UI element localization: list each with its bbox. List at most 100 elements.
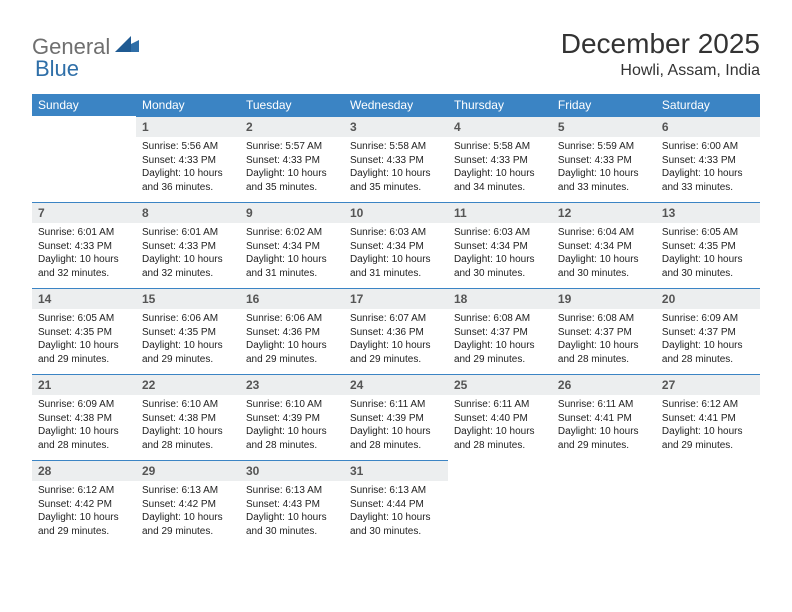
day-body: Sunrise: 6:09 AMSunset: 4:38 PMDaylight:…: [32, 395, 136, 460]
sunset-line: Sunset: 4:43 PM: [246, 498, 338, 512]
day-number: 24: [344, 375, 448, 395]
day-cell: 15Sunrise: 6:06 AMSunset: 4:35 PMDayligh…: [136, 288, 240, 374]
daylight-line: Daylight: 10 hours and 28 minutes.: [142, 425, 234, 452]
week-row: 28Sunrise: 6:12 AMSunset: 4:42 PMDayligh…: [32, 460, 760, 546]
daylight-line: Daylight: 10 hours and 33 minutes.: [558, 167, 650, 194]
sunset-line: Sunset: 4:42 PM: [38, 498, 130, 512]
sunrise-line: Sunrise: 6:13 AM: [350, 484, 442, 498]
sunrise-line: Sunrise: 6:08 AM: [558, 312, 650, 326]
daylight-line: Daylight: 10 hours and 31 minutes.: [246, 253, 338, 280]
day-number: 1: [136, 117, 240, 137]
sunrise-line: Sunrise: 6:06 AM: [246, 312, 338, 326]
day-cell: 22Sunrise: 6:10 AMSunset: 4:38 PMDayligh…: [136, 374, 240, 460]
daylight-line: Daylight: 10 hours and 29 minutes.: [38, 339, 130, 366]
sunset-line: Sunset: 4:37 PM: [454, 326, 546, 340]
day-cell: 2Sunrise: 5:57 AMSunset: 4:33 PMDaylight…: [240, 116, 344, 202]
sunset-line: Sunset: 4:33 PM: [246, 154, 338, 168]
day-cell: 6Sunrise: 6:00 AMSunset: 4:33 PMDaylight…: [656, 116, 760, 202]
day-body: Sunrise: 6:09 AMSunset: 4:37 PMDaylight:…: [656, 309, 760, 374]
sunrise-line: Sunrise: 6:10 AM: [246, 398, 338, 412]
day-cell-inner: 24 Sunrise: 6:11 AMSunset: 4:39 PMDayligh…: [344, 374, 448, 460]
sunset-line: Sunset: 4:34 PM: [350, 240, 442, 254]
day-cell: 27Sunrise: 6:12 AMSunset: 4:41 PMDayligh…: [656, 374, 760, 460]
daylight-line: Daylight: 10 hours and 30 minutes.: [350, 511, 442, 538]
day-number: 22: [136, 375, 240, 395]
day-body: Sunrise: 6:13 AMSunset: 4:42 PMDaylight:…: [136, 481, 240, 546]
day-cell: 31Sunrise: 6:13 AMSunset: 4:44 PMDayligh…: [344, 460, 448, 546]
day-body: Sunrise: 6:12 AMSunset: 4:41 PMDaylight:…: [656, 395, 760, 460]
sunset-line: Sunset: 4:40 PM: [454, 412, 546, 426]
sunrise-line: Sunrise: 6:09 AM: [662, 312, 754, 326]
sunrise-line: Sunrise: 6:04 AM: [558, 226, 650, 240]
day-cell-inner: 30Sunrise: 6:13 AMSunset: 4:43 PMDayligh…: [240, 460, 344, 546]
sunrise-line: Sunrise: 6:11 AM: [350, 398, 442, 412]
brand-text-blue: Blue: [35, 56, 79, 81]
daylight-line: Daylight: 10 hours and 28 minutes.: [662, 339, 754, 366]
day-number: 4: [448, 117, 552, 137]
day-cell-inner: 18Sunrise: 6:08 AMSunset: 4:37 PMDayligh…: [448, 288, 552, 374]
day-cell-inner: 7Sunrise: 6:01 AMSunset: 4:33 PMDaylight…: [32, 202, 136, 288]
day-number: 8: [136, 203, 240, 223]
sunset-line: Sunset: 4:39 PM: [350, 412, 442, 426]
location-text: Howli, Assam, India: [561, 62, 760, 80]
day-body: Sunrise: 6:02 AMSunset: 4:34 PMDaylight:…: [240, 223, 344, 288]
sunset-line: Sunset: 4:33 PM: [38, 240, 130, 254]
day-cell-inner: 31Sunrise: 6:13 AMSunset: 4:44 PMDayligh…: [344, 460, 448, 546]
day-body: Sunrise: 6:04 AMSunset: 4:34 PMDaylight:…: [552, 223, 656, 288]
day-number: 5: [552, 117, 656, 137]
day-body: Sunrise: 6:08 AMSunset: 4:37 PMDaylight:…: [552, 309, 656, 374]
day-number: 2: [240, 117, 344, 137]
daylight-line: Daylight: 10 hours and 29 minutes.: [454, 339, 546, 366]
sunset-line: Sunset: 4:35 PM: [38, 326, 130, 340]
month-title: December 2025: [561, 28, 760, 60]
day-body: Sunrise: 6:01 AMSunset: 4:33 PMDaylight:…: [136, 223, 240, 288]
daylight-line: Daylight: 10 hours and 28 minutes.: [246, 425, 338, 452]
day-number: 9: [240, 203, 344, 223]
day-number: 13: [656, 203, 760, 223]
daylight-line: Daylight: 10 hours and 28 minutes.: [454, 425, 546, 452]
day-body: Sunrise: 6:06 AMSunset: 4:35 PMDaylight:…: [136, 309, 240, 374]
day-cell: 23Sunrise: 6:10 AMSunset: 4:39 PMDayligh…: [240, 374, 344, 460]
header: General December 2025 Howli, Assam, Indi…: [32, 28, 760, 80]
sunset-line: Sunset: 4:37 PM: [558, 326, 650, 340]
day-number: 31: [344, 461, 448, 481]
daylight-line: Daylight: 10 hours and 30 minutes.: [558, 253, 650, 280]
day-cell-inner: 11Sunrise: 6:03 AMSunset: 4:34 PMDayligh…: [448, 202, 552, 288]
sunrise-line: Sunrise: 6:05 AM: [662, 226, 754, 240]
dayhead-saturday: Saturday: [656, 94, 760, 116]
sunrise-line: Sunrise: 6:06 AM: [142, 312, 234, 326]
day-body: Sunrise: 6:07 AMSunset: 4:36 PMDaylight:…: [344, 309, 448, 374]
sunset-line: Sunset: 4:33 PM: [662, 154, 754, 168]
sunset-line: Sunset: 4:34 PM: [246, 240, 338, 254]
sunset-line: Sunset: 4:41 PM: [558, 412, 650, 426]
daylight-line: Daylight: 10 hours and 28 minutes.: [350, 425, 442, 452]
day-body: Sunrise: 6:00 AMSunset: 4:33 PMDaylight:…: [656, 137, 760, 202]
day-cell: 26Sunrise: 6:11 AMSunset: 4:41 PMDayligh…: [552, 374, 656, 460]
day-cell: 8Sunrise: 6:01 AMSunset: 4:33 PMDaylight…: [136, 202, 240, 288]
day-number: 28: [32, 461, 136, 481]
day-body: Sunrise: 6:12 AMSunset: 4:42 PMDaylight:…: [32, 481, 136, 546]
sunset-line: Sunset: 4:38 PM: [38, 412, 130, 426]
daylight-line: Daylight: 10 hours and 29 minutes.: [142, 511, 234, 538]
daylight-line: Daylight: 10 hours and 29 minutes.: [558, 425, 650, 452]
day-cell: 12Sunrise: 6:04 AMSunset: 4:34 PMDayligh…: [552, 202, 656, 288]
day-number: 10: [344, 203, 448, 223]
daylight-line: Daylight: 10 hours and 34 minutes.: [454, 167, 546, 194]
sunrise-line: Sunrise: 5:57 AM: [246, 140, 338, 154]
dayhead-sunday: Sunday: [32, 94, 136, 116]
day-number: 20: [656, 289, 760, 309]
title-block: December 2025 Howli, Assam, India: [561, 28, 760, 80]
day-number: 30: [240, 461, 344, 481]
day-body: Sunrise: 6:13 AMSunset: 4:44 PMDaylight:…: [344, 481, 448, 546]
sunset-line: Sunset: 4:33 PM: [558, 154, 650, 168]
day-cell-inner: 10Sunrise: 6:03 AMSunset: 4:34 PMDayligh…: [344, 202, 448, 288]
dayhead-tuesday: Tuesday: [240, 94, 344, 116]
week-row: 14Sunrise: 6:05 AMSunset: 4:35 PMDayligh…: [32, 288, 760, 374]
daylight-line: Daylight: 10 hours and 29 minutes.: [38, 511, 130, 538]
day-cell: 20Sunrise: 6:09 AMSunset: 4:37 PMDayligh…: [656, 288, 760, 374]
day-number: 26: [552, 375, 656, 395]
sunrise-line: Sunrise: 6:01 AM: [142, 226, 234, 240]
day-cell-inner: 2Sunrise: 5:57 AMSunset: 4:33 PMDaylight…: [240, 116, 344, 202]
day-body: Sunrise: 5:58 AMSunset: 4:33 PMDaylight:…: [448, 137, 552, 202]
day-body: Sunrise: 6:08 AMSunset: 4:37 PMDaylight:…: [448, 309, 552, 374]
